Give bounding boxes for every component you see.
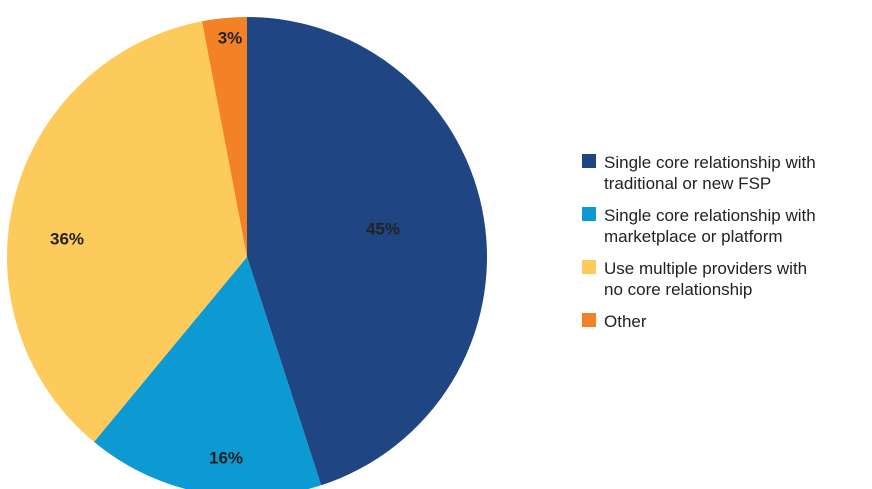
legend-swatch: [582, 313, 596, 327]
pie-chart: 45% 16% 36% 3%: [0, 0, 500, 489]
legend-swatch: [582, 207, 596, 221]
legend-item-multiple-providers: Use multiple providers with no core relat…: [582, 258, 867, 300]
legend-item-single-core-fsp: Single core relationship with traditional…: [582, 152, 867, 194]
slice-value-label: 3%: [218, 28, 243, 47]
slice-value-label: 16%: [209, 448, 243, 467]
legend-swatch: [582, 260, 596, 274]
legend-swatch: [582, 154, 596, 168]
legend-label: Other: [604, 311, 647, 332]
legend-item-other: Other: [582, 311, 867, 332]
slice-value-label: 36%: [50, 229, 84, 248]
legend-label: Single core relationship with marketplace…: [604, 205, 816, 247]
legend-label: Single core relationship with traditional…: [604, 152, 816, 194]
slice-value-label: 45%: [366, 219, 400, 238]
legend-item-single-core-marketplace: Single core relationship with marketplace…: [582, 205, 867, 247]
legend-label: Use multiple providers with no core relat…: [604, 258, 807, 300]
legend: Single core relationship with traditional…: [582, 152, 867, 343]
